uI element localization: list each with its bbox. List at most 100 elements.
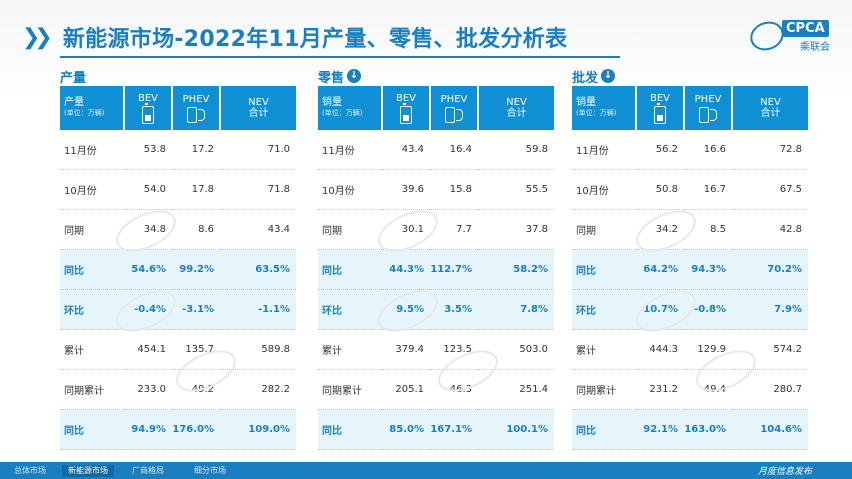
- table-row: 同期累计 231.2 49.4 280.7: [572, 369, 808, 410]
- row-label: 11月份: [572, 130, 636, 170]
- table-row: 环比 9.5% 3.5% 7.8%: [318, 289, 554, 330]
- header-nev-label: NEV: [506, 97, 527, 108]
- cell-bev: 94.9%: [124, 409, 172, 450]
- battery-icon: [654, 102, 666, 124]
- cell-phev: 163.0%: [684, 409, 732, 450]
- table-row: 同期 34.2 8.5 42.8: [572, 209, 808, 250]
- row-label: 10月份: [318, 169, 382, 210]
- cell-phev: 112.7%: [430, 249, 478, 290]
- footer-tab[interactable]: 厂商格局: [132, 466, 164, 475]
- cell-bev: 233.0: [124, 369, 172, 410]
- cell-phev: 7.7: [430, 209, 478, 250]
- cell-nev: 109.0%: [220, 409, 296, 450]
- footer-tab[interactable]: 总体市场: [14, 466, 46, 475]
- cell-phev: 123.5: [430, 329, 478, 370]
- cell-phev: 8.6: [172, 209, 220, 250]
- row-label: 同期: [318, 209, 382, 250]
- cell-nev: -1.1%: [220, 289, 296, 330]
- fuel-pump-icon: [443, 106, 465, 123]
- panel-heading-label: 产量: [60, 70, 87, 86]
- cell-nev: 70.2%: [732, 249, 808, 290]
- table-row: 环比 -0.4% -3.1% -1.1%: [60, 289, 296, 330]
- row-label: 环比: [60, 289, 124, 330]
- cell-phev: 129.9: [684, 329, 732, 370]
- cell-bev: 205.1: [382, 369, 430, 410]
- cell-nev: 58.2%: [478, 249, 554, 290]
- download-icon[interactable]: ↓: [601, 69, 616, 83]
- table-row: 同比 44.3% 112.7% 58.2%: [318, 249, 554, 290]
- cell-nev: 59.8: [478, 130, 554, 170]
- cell-bev: 379.4: [382, 329, 430, 370]
- cell-phev: 16.7: [684, 169, 732, 210]
- table-row: 累计 444.3 129.9 574.2: [572, 329, 808, 370]
- footer-tab[interactable]: 新能源市场: [62, 465, 114, 477]
- row-label: 同比: [60, 249, 124, 290]
- cpca-logo: CPCA 乘联会: [746, 17, 838, 55]
- cell-phev: 3.5%: [430, 289, 478, 330]
- header-bev: BEV: [124, 86, 173, 130]
- cell-nev: 7.9%: [732, 289, 808, 330]
- table-row: 同期累计 205.1 46.3 251.4: [318, 369, 554, 410]
- header-bev-label: BEV: [395, 92, 417, 104]
- header-phev: PHEV: [430, 86, 479, 130]
- cell-nev: 72.8: [732, 130, 808, 170]
- panel-3: 批发 ↓ 销量 (单位：万辆) BEV PHEV NEV 合计 11月份 56.2 16.6 72.8…: [572, 66, 808, 450]
- header-bev-label: BEV: [649, 92, 671, 104]
- cell-phev: -0.8%: [684, 289, 732, 330]
- cell-phev: 46.3: [430, 369, 478, 410]
- panel-heading-label: 零售: [318, 70, 345, 86]
- table-row: 同期 30.1 7.7 37.8: [318, 209, 554, 250]
- logo-mark: CPCA: [782, 20, 829, 37]
- row-label: 累计: [60, 329, 124, 370]
- row-label: 同期累计: [318, 369, 382, 410]
- panel-heading: 零售 ↓: [318, 66, 554, 86]
- logo-subtitle: 乘联会: [800, 42, 830, 53]
- cell-nev: 37.8: [478, 209, 554, 250]
- row-label: 环比: [318, 289, 382, 330]
- row-label: 环比: [572, 289, 636, 330]
- download-icon[interactable]: ↓: [347, 69, 362, 83]
- header-phev: PHEV: [684, 86, 733, 130]
- cell-nev: 43.4: [220, 209, 296, 250]
- cell-phev: 15.8: [430, 169, 478, 210]
- cell-nev: 71.8: [220, 169, 296, 210]
- cell-phev: 16.6: [684, 130, 732, 170]
- table-row: 同期累计 233.0 49.2 282.2: [60, 369, 296, 410]
- fuel-pump-icon: [185, 106, 207, 123]
- table-row: 环比 10.7% -0.8% 7.9%: [572, 289, 808, 330]
- cell-phev: 94.3%: [684, 249, 732, 290]
- cell-phev: 99.2%: [172, 249, 220, 290]
- table-row: 同比 92.1% 163.0% 104.6%: [572, 409, 808, 450]
- header-label: 产量 (单位：万辆): [60, 86, 125, 130]
- table-row: 11月份 53.8 17.2 71.0: [60, 130, 296, 170]
- panel-heading: 产量: [60, 66, 296, 86]
- header-nev: NEV 合计: [732, 86, 808, 130]
- table-row: 同比 85.0% 167.1% 100.1%: [318, 409, 554, 450]
- cell-phev: 16.4: [430, 130, 478, 170]
- cell-nev: 42.8: [732, 209, 808, 250]
- panel-2: 零售 ↓ 销量 (单位：万辆) BEV PHEV NEV 合计 11月份 43.4 16.4 59.8…: [318, 66, 554, 450]
- cell-bev: 444.3: [636, 329, 684, 370]
- data-table: 销量 (单位：万辆) BEV PHEV NEV 合计 11月份 56.2 16.6 72.8 10月…: [572, 86, 808, 450]
- footer-tab[interactable]: 细分市场: [194, 466, 226, 475]
- cell-phev: 17.8: [172, 169, 220, 210]
- page-title: 新能源市场-2022年11月产量、零售、批发分析表: [62, 27, 568, 52]
- cell-nev: 7.8%: [478, 289, 554, 330]
- header-nev-total-label: 合计: [248, 108, 269, 119]
- header-unit: (单位：万辆): [322, 109, 363, 117]
- data-table: 产量 (单位：万辆) BEV PHEV NEV 合计 11月份 53.8 17.2 71.0 10月…: [60, 86, 296, 450]
- cell-nev: 71.0: [220, 130, 296, 170]
- header-nev: NEV 合计: [478, 86, 554, 130]
- table-row: 10月份 39.6 15.8 55.5: [318, 169, 554, 210]
- row-label: 同期累计: [60, 369, 124, 410]
- cell-bev: 454.1: [124, 329, 172, 370]
- cell-phev: 135.7: [172, 329, 220, 370]
- cell-phev: -3.1%: [172, 289, 220, 330]
- row-label: 10月份: [60, 169, 124, 210]
- table-row: 10月份 50.8 16.7 67.5: [572, 169, 808, 210]
- cell-nev: 282.2: [220, 369, 296, 410]
- cell-phev: 17.2: [172, 130, 220, 170]
- header-phev-label: PHEV: [440, 93, 468, 105]
- cell-bev: 30.1: [382, 209, 430, 250]
